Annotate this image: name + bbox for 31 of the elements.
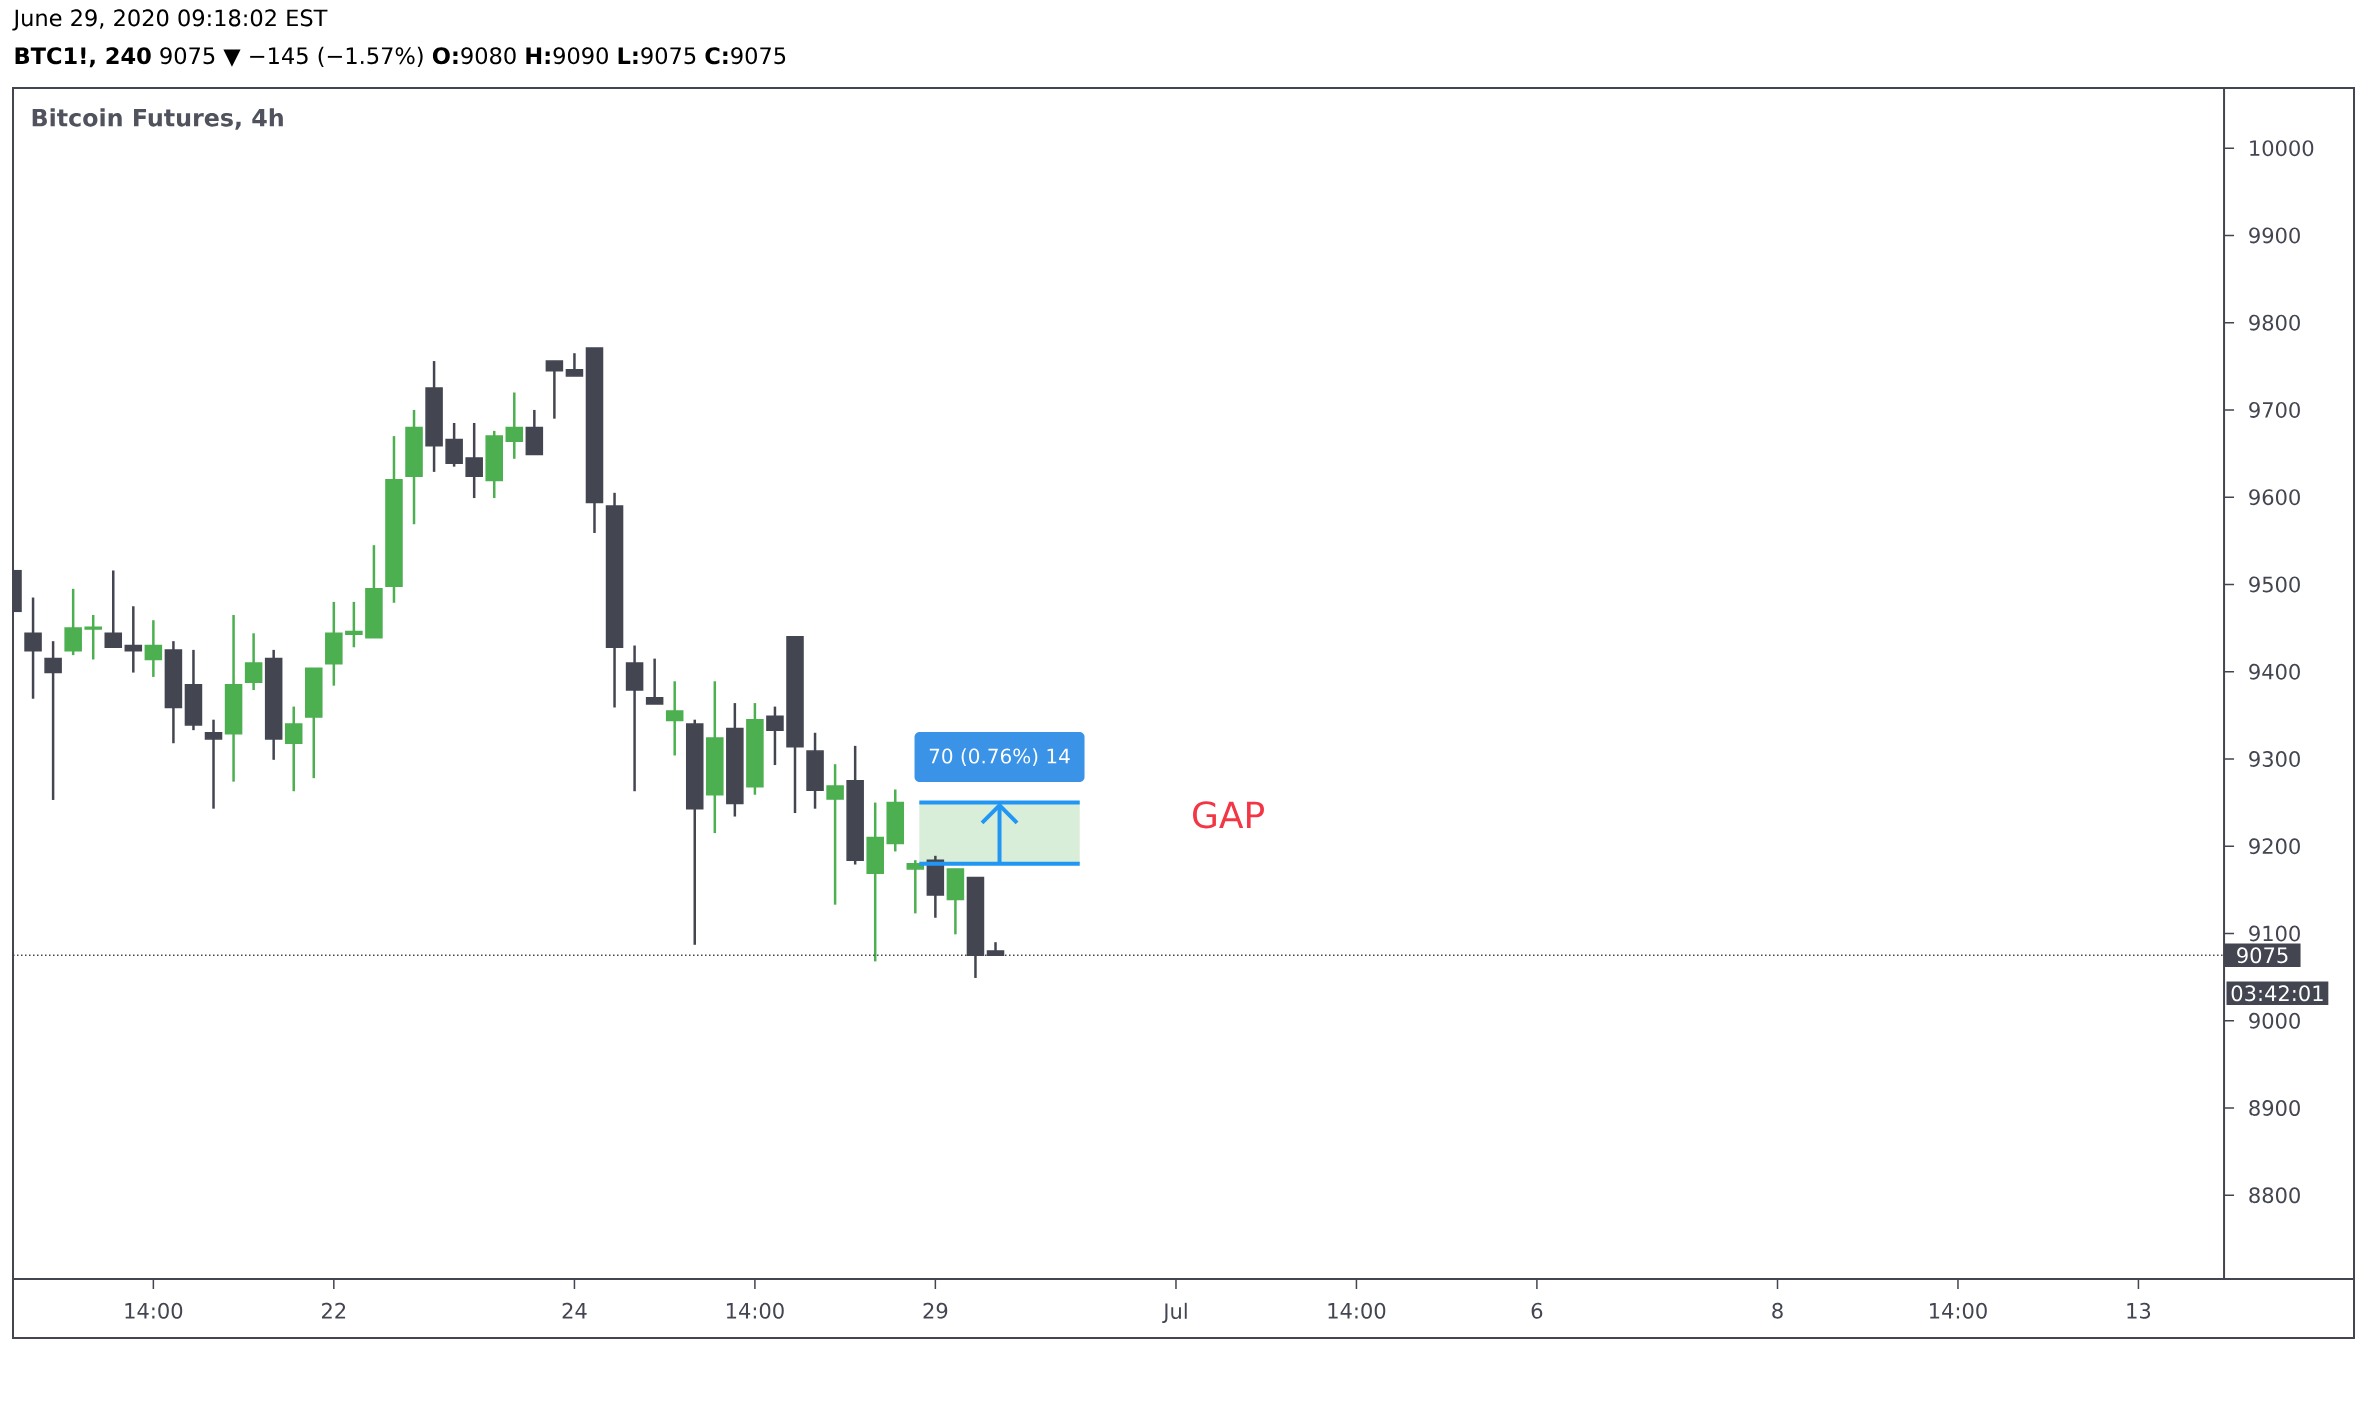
y-tick-label: 9800	[2249, 314, 2300, 331]
x-tick-label: 22	[321, 1302, 346, 1319]
x-tick-label: 13	[2127, 1302, 2151, 1319]
y-tick-label: 9600	[2249, 489, 2300, 506]
x-tick-label: 8	[1772, 1302, 1783, 1319]
text: Bitcoin Futures, 4h	[32, 108, 283, 130]
y-tick-label: 8900	[2249, 1100, 2300, 1116]
y-tick-label: 9300	[2249, 750, 2300, 767]
text: BTC1!, 240 9075 ▼ −145 (−1.57%) O:9080 H:9090 L:9075 C:9075	[15, 46, 786, 68]
annotation: GAP	[1193, 801, 1264, 829]
x-tick-label: 24	[562, 1302, 587, 1319]
x-tick-label: 14:00	[1328, 1302, 1386, 1319]
band-label: 70 (0.76%) 14	[929, 748, 1070, 766]
y-tick-label: 9500	[2249, 576, 2300, 593]
x-tick-label: 14:00	[125, 1302, 183, 1319]
x-tick-label: 14:00	[726, 1302, 784, 1319]
text: 03:42:01	[2231, 985, 2323, 1002]
y-tick-label: 9700	[2249, 401, 2300, 418]
x-tick-label: 14:00	[1930, 1302, 1987, 1319]
x-tick-label: 29	[923, 1302, 948, 1319]
y-tick-label: 9900	[2249, 227, 2300, 244]
y-tick-label: 9000	[2249, 1012, 2300, 1029]
y-tick-label: 10000	[2250, 140, 2314, 157]
y-tick-label: 9100	[2249, 925, 2300, 942]
ref-line-label: 9075	[2237, 947, 2288, 964]
x-tick-label: Jul	[1162, 1302, 1187, 1323]
y-tick-label: 9200	[2249, 838, 2300, 855]
y-tick-label: 9400	[2249, 663, 2300, 680]
y-tick-label: 8800	[2249, 1187, 2300, 1204]
x-tick-label: 6	[1531, 1302, 1543, 1319]
text: June 29, 2020 09:18:02 EST	[12, 9, 328, 31]
